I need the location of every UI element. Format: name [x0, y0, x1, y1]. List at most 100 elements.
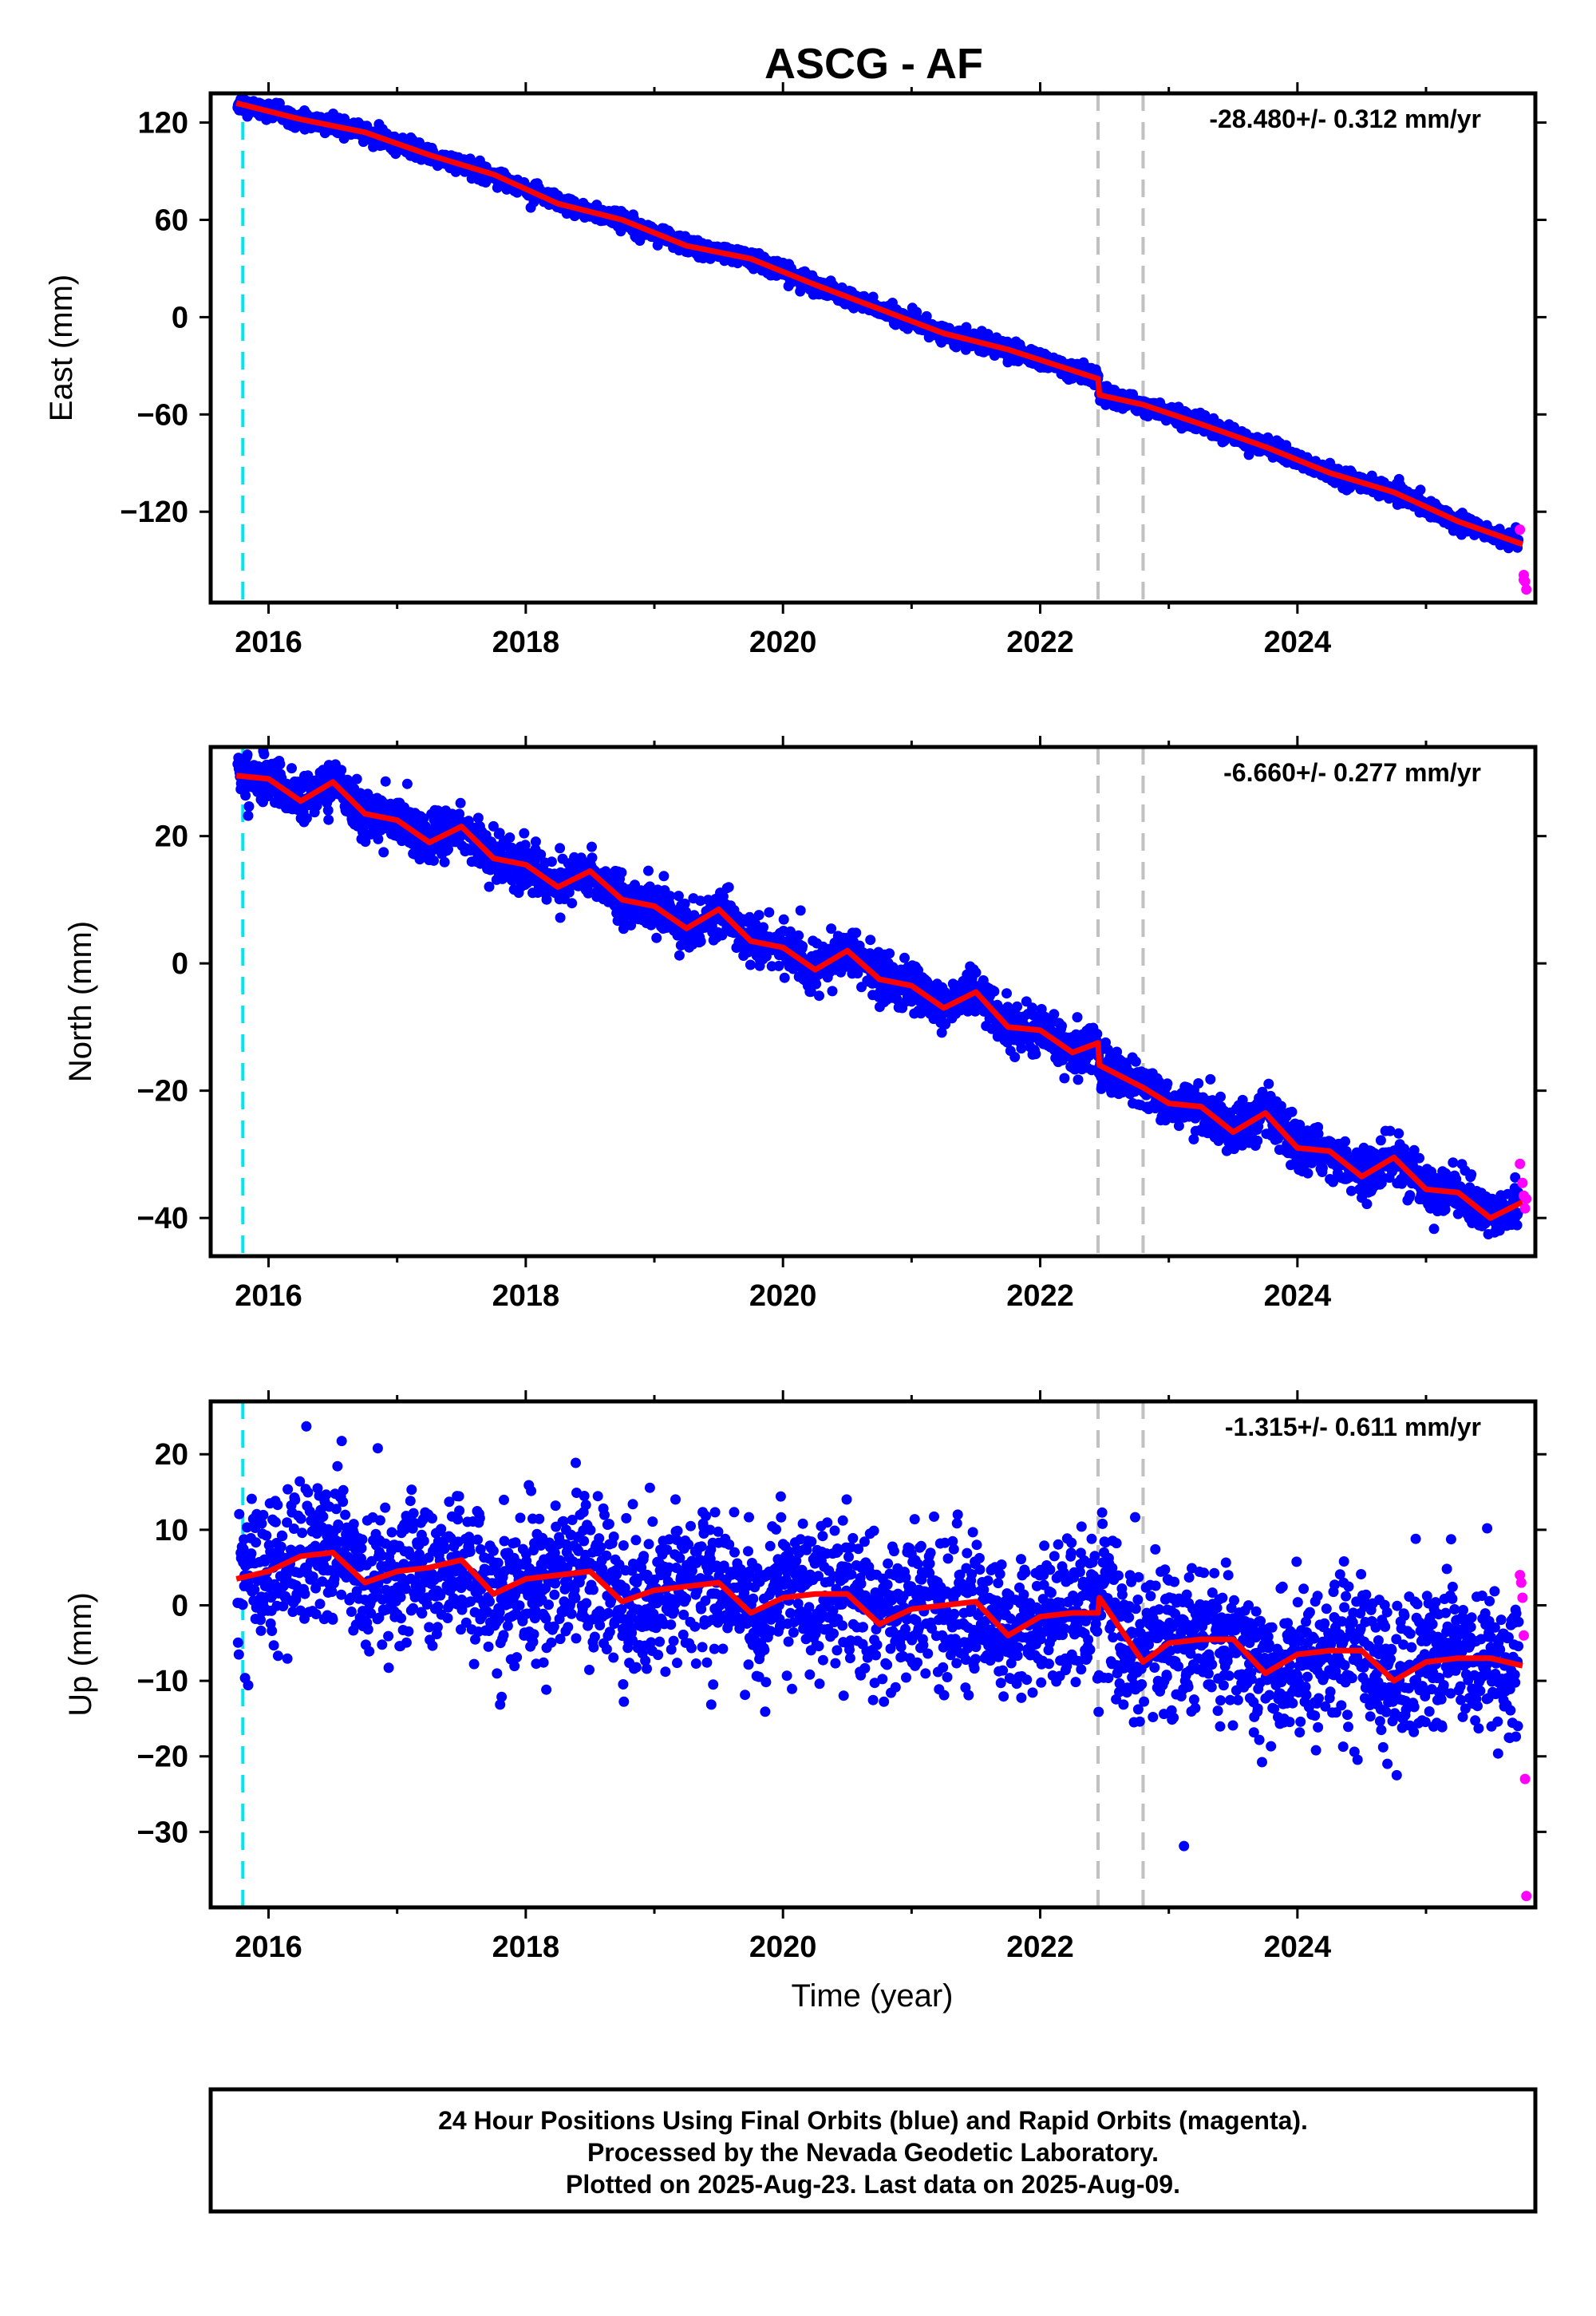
- north-final-point: [758, 922, 768, 933]
- north-final-point: [301, 812, 312, 824]
- east-x-tick-label: 2022: [1006, 626, 1074, 659]
- north-final-point: [378, 847, 389, 858]
- east-final-point: [1415, 484, 1426, 496]
- north-final-point: [243, 810, 254, 821]
- north-final-point: [826, 923, 837, 935]
- east-y-tick-label: 120: [138, 107, 188, 140]
- north-final-point: [795, 905, 806, 916]
- north-final-point: [587, 841, 597, 852]
- north-final-point: [884, 948, 895, 959]
- north-final-point: [673, 891, 684, 902]
- east-y-tick-label: −120: [120, 496, 188, 529]
- north-final-point: [519, 828, 530, 839]
- north-final-point: [275, 759, 286, 769]
- east-y-tick-label: −60: [137, 398, 188, 432]
- north-final-point: [555, 912, 566, 923]
- north-final-point: [494, 828, 505, 839]
- north-final-point: [940, 1018, 951, 1030]
- north-final-point: [865, 935, 876, 946]
- east-x-tick-label: 2020: [749, 626, 817, 659]
- north-final-point: [1072, 1012, 1083, 1023]
- east-y-tick-label: 60: [155, 204, 188, 237]
- north-final-point: [472, 812, 484, 824]
- north-final-point: [1036, 1004, 1047, 1014]
- north-final-point: [259, 749, 270, 760]
- north-final-point: [779, 972, 790, 983]
- north-final-point: [665, 891, 676, 902]
- north-final-point: [463, 816, 474, 827]
- north-final-point: [1092, 1029, 1103, 1039]
- north-final-point: [750, 919, 761, 930]
- east-plot-area: [211, 93, 1535, 603]
- north-final-point: [455, 797, 466, 808]
- north-final-point: [616, 867, 627, 878]
- north-final-point: [1027, 1002, 1038, 1014]
- north-final-point: [242, 749, 253, 761]
- north-final-point: [322, 804, 334, 816]
- north-final-point: [351, 773, 362, 785]
- north-final-point: [1059, 1073, 1070, 1084]
- north-final-point: [286, 763, 297, 774]
- east-x-tick-label: 2016: [235, 626, 302, 659]
- north-final-point: [373, 833, 384, 844]
- north-final-point: [753, 910, 764, 921]
- east-final-point: [1199, 410, 1211, 421]
- north-final-point: [429, 855, 439, 866]
- north-final-point: [695, 936, 706, 947]
- north-final-point: [484, 881, 495, 892]
- north-plot-content: [232, 747, 1532, 1256]
- north-final-point: [814, 990, 824, 1002]
- north-final-point: [530, 836, 541, 848]
- north-final-point: [723, 882, 734, 893]
- north-final-point: [439, 856, 450, 868]
- north-final-point: [797, 941, 808, 952]
- north-final-point: [414, 854, 425, 865]
- north-final-point: [240, 790, 251, 801]
- east-frame: [208, 91, 1538, 605]
- north-final-point: [793, 930, 804, 941]
- north-final-point: [1049, 1009, 1060, 1020]
- east-y-tick-label: 0: [172, 301, 188, 334]
- east-rate-annotation: -28.480+/- 0.312 mm/yr: [1209, 105, 1481, 133]
- north-final-point: [541, 894, 552, 905]
- north-final-point: [658, 871, 670, 882]
- east-y-axis-label: East (mm): [44, 275, 79, 421]
- north-final-point: [811, 978, 822, 990]
- north-final-point: [323, 814, 334, 825]
- north-final-point: [899, 952, 910, 963]
- north-final-point: [243, 801, 255, 812]
- north-final-point: [674, 950, 685, 961]
- north-final-point: [745, 959, 756, 970]
- north-final-point: [989, 986, 1000, 997]
- north-final-point: [418, 813, 429, 824]
- north-final-point: [555, 843, 566, 854]
- north-final-point: [401, 778, 413, 789]
- north-final-point: [827, 986, 838, 997]
- north-final-point: [651, 932, 662, 943]
- north-final-point: [1030, 1049, 1041, 1060]
- north-final-point: [546, 856, 557, 868]
- north-final-point: [1057, 1021, 1067, 1031]
- north-final-point: [679, 898, 690, 909]
- north-final-point: [1012, 1001, 1023, 1012]
- north-final-point: [970, 967, 982, 978]
- north-final-point: [567, 898, 578, 909]
- north-final-point: [535, 849, 547, 860]
- east-rapid-orbit-point: [1515, 524, 1526, 536]
- north-final-point: [936, 1027, 947, 1038]
- north-final-point: [1009, 1052, 1021, 1062]
- north-final-point: [1001, 988, 1012, 999]
- north-final-point: [695, 895, 706, 907]
- north-final-point: [1073, 1074, 1084, 1085]
- north-final-point: [773, 960, 784, 971]
- north-final-point: [587, 852, 598, 864]
- north-final-point: [488, 820, 499, 832]
- east-final-point: [921, 310, 932, 322]
- north-final-point: [583, 887, 594, 899]
- east-x-tick-label: 2018: [492, 626, 560, 659]
- north-final-point: [764, 907, 775, 918]
- north-final-point: [519, 840, 531, 851]
